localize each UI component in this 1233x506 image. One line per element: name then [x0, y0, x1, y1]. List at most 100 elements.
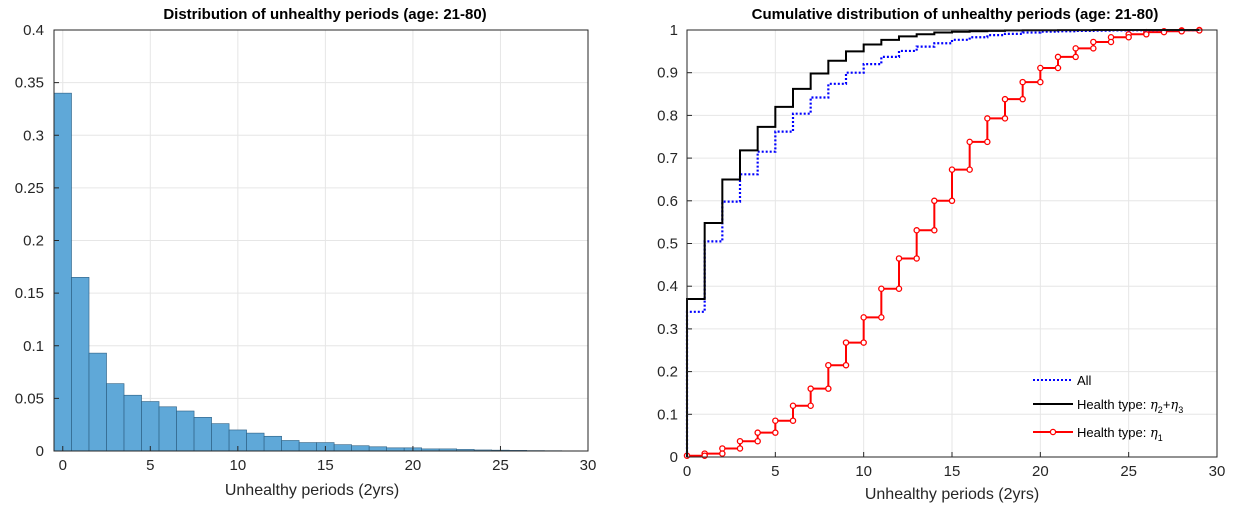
- chart2-series-marker: [719, 445, 726, 452]
- chart2-series-marker: [1001, 115, 1009, 122]
- chart2-series-marker: [842, 361, 850, 369]
- chart2-series-marker: [719, 450, 726, 457]
- chart1-ytick-label: 0.4: [23, 22, 44, 39]
- chart1-bar: [351, 445, 370, 452]
- chart2-xtick-label: 25: [1120, 463, 1137, 480]
- chart2-ytick-label: 0.4: [657, 278, 678, 295]
- legend-label-1: Health type: η2+η3: [1077, 397, 1183, 415]
- chart1-xtick-label: 10: [229, 457, 246, 474]
- chart1-ytick-label: 0.05: [15, 390, 44, 407]
- chart2-series-marker: [895, 255, 903, 262]
- chart2-series-marker: [860, 339, 867, 346]
- chart2-series-marker: [772, 429, 779, 436]
- chart2-series-marker: [789, 402, 797, 410]
- chart2-series-marker: [1037, 78, 1044, 86]
- chart2-series-marker: [736, 437, 744, 445]
- chart2-ytick-label: 0.7: [657, 150, 678, 167]
- chart2-series-marker: [948, 166, 956, 173]
- chart2-series-marker: [1143, 31, 1150, 38]
- chart2-xtick-label: 0: [683, 463, 691, 480]
- legend-subscript: 3: [1178, 405, 1183, 415]
- chart2-series-marker: [948, 197, 956, 205]
- legend-marker: [1049, 428, 1057, 436]
- chart2-series-marker: [1072, 45, 1079, 52]
- chart1-bar: [246, 432, 265, 452]
- chart2-series-marker: [895, 285, 903, 293]
- chart2-grid: [686, 29, 1218, 458]
- chart1-bar: [53, 92, 72, 452]
- chart2-ytick-label: 0.1: [657, 406, 678, 423]
- chart1-bar: [193, 417, 212, 452]
- chart1-bar: [158, 406, 177, 452]
- chart2-series-marker: [1125, 34, 1132, 41]
- chart2-xlabel: Unhealthy periods (2yrs): [865, 486, 1039, 503]
- chart2-series-marker: [1072, 53, 1079, 61]
- chart2-series-marker: [825, 361, 832, 369]
- legend-label-2: Health type: η1: [1077, 425, 1163, 443]
- chart1-xtick-label: 5: [146, 457, 154, 474]
- cumulative-chart: Cumulative distribution of unhealthy per…: [657, 6, 1225, 503]
- chart1-bar: [263, 435, 282, 452]
- chart1-ytick-label: 0.15: [15, 285, 44, 302]
- chart2-series-marker: [807, 385, 814, 392]
- chart2-series-marker: [1090, 38, 1097, 46]
- chart2-series-marker: [789, 417, 797, 424]
- chart2-xtick-label: 30: [1209, 463, 1226, 480]
- chart2-series-marker: [825, 385, 832, 392]
- chart2-series-marker: [878, 285, 885, 293]
- chart1-grid: [54, 29, 589, 452]
- chart2-series-marker: [842, 339, 850, 346]
- chart2-ytick-label: 0: [670, 449, 678, 466]
- legend-label-text: Health type:: [1077, 397, 1150, 412]
- chart2-series-marker: [754, 429, 761, 436]
- chart2-ytick-label: 0.3: [657, 321, 678, 338]
- chart2-xtick-label: 10: [855, 463, 872, 480]
- chart1-xtick-label: 15: [317, 457, 334, 474]
- chart1-ytick-label: 0.2: [23, 233, 44, 250]
- chart2-series-marker: [1019, 95, 1026, 103]
- chart2-title: Cumulative distribution of unhealthy per…: [752, 6, 1159, 23]
- chart2-series-marker: [878, 314, 885, 321]
- legend-plus: +: [1163, 397, 1171, 412]
- chart2-series-marker: [1090, 45, 1097, 52]
- chart2-ytick-label: 1: [670, 22, 678, 39]
- chart1-bar: [71, 277, 90, 452]
- chart2-series-marker: [931, 197, 938, 205]
- legend-subscript: 1: [1158, 433, 1163, 443]
- legend-label-text: Health type:: [1077, 425, 1150, 440]
- chart1-bar: [176, 410, 195, 452]
- chart2-series-marker: [1001, 95, 1009, 103]
- chart2-series-marker: [913, 255, 920, 262]
- chart1-ticks: 0 5 10 15 20 25 30 0 0.05 0.1 0.15 0.2 0.25 0.3 0.35 0.…: [15, 22, 597, 474]
- chart1-xlabel: Unhealthy periods (2yrs): [225, 482, 399, 499]
- chart2-ytick-label: 0.2: [657, 364, 678, 381]
- chart1-ytick-label: 0.3: [23, 127, 44, 144]
- chart1-bar: [368, 446, 387, 452]
- legend-eta-symbol: η: [1150, 398, 1158, 413]
- chart1-xtick-label: 30: [580, 457, 597, 474]
- chart1-title: Distribution of unhealthy periods (age: …: [163, 6, 486, 23]
- chart2-ticks: 0 5 10 15 20 25 30 0 0.1 0.2 0.3 0.4 0.5 0.6 0.7 0.8 0.9…: [657, 22, 1225, 480]
- chart1-ytick-label: 0.35: [15, 75, 44, 92]
- chart2-ytick-label: 0.8: [657, 107, 678, 124]
- legend-subscript: 2: [1158, 405, 1163, 415]
- legend-eta-symbol: η: [1170, 398, 1178, 413]
- chart1-bar: [298, 442, 317, 452]
- chart1-ytick-label: 0: [36, 443, 44, 460]
- legend-eta-symbol: η: [1150, 426, 1158, 441]
- chart2-xtick-label: 15: [944, 463, 961, 480]
- chart2-series-marker: [860, 314, 867, 321]
- chart1-ytick-label: 0.1: [23, 338, 44, 355]
- chart2-series-marker: [966, 138, 973, 146]
- chart1-bar: [281, 440, 300, 452]
- chart2-ytick-label: 0.6: [657, 193, 678, 210]
- chart2-ytick-label: 0.5: [657, 236, 678, 253]
- chart1-xtick-label: 20: [405, 457, 422, 474]
- chart2-series-marker: [1054, 53, 1062, 61]
- chart2-series-marker: [984, 115, 991, 122]
- chart1-ytick-label: 0.25: [15, 180, 44, 197]
- chart2-series-marker: [1107, 38, 1115, 46]
- chart2-series-marker: [931, 227, 938, 234]
